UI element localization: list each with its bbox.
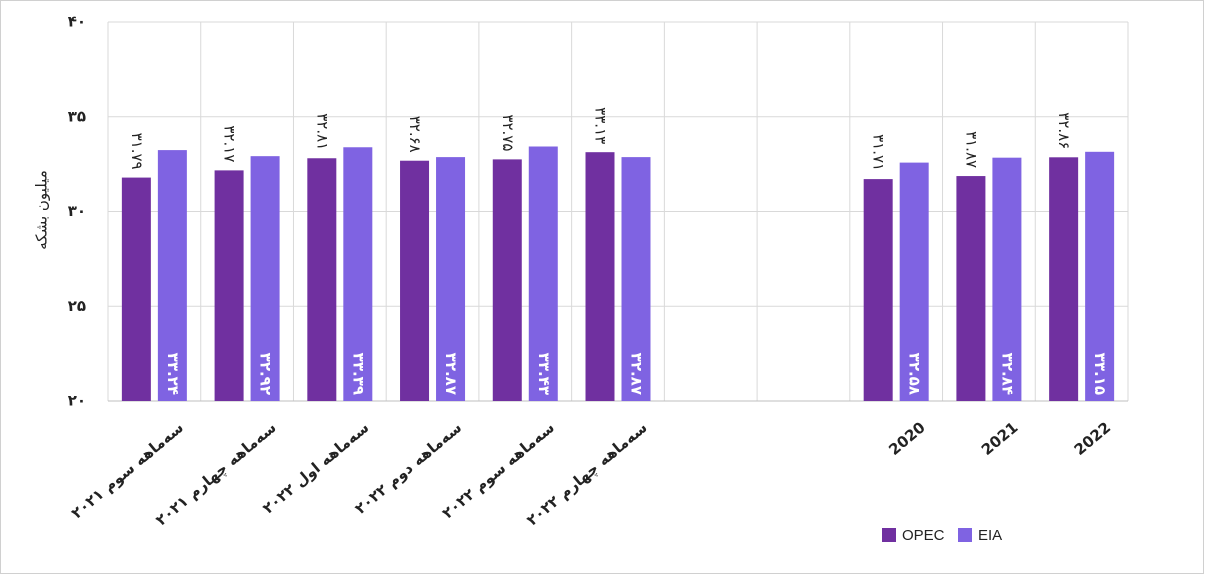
value-label: ۳۲.۱۷: [221, 125, 239, 162]
value-label: ۳۳.۳۹: [349, 353, 367, 395]
bar: [214, 170, 244, 401]
value-label: ۳۱.۷۹: [128, 133, 146, 170]
y-tick-label: ۲۰: [68, 392, 86, 410]
bar: [621, 157, 651, 401]
legend-label: EIA: [978, 527, 1002, 544]
y-tick-label: ۲۵: [68, 297, 86, 315]
bar: [956, 176, 986, 401]
bar: [1049, 157, 1079, 401]
bar: [343, 147, 373, 401]
legend-swatch: [958, 528, 972, 542]
y-tick-label: ۴۰: [68, 13, 86, 31]
bar: [528, 146, 558, 401]
bar: [121, 177, 151, 401]
value-label: ۳۲.۶۸: [406, 116, 424, 153]
bar: [436, 157, 466, 401]
bar: [899, 162, 929, 401]
y-tick-label: ۳۵: [68, 107, 86, 125]
y-axis-title: میلیون بشکه: [33, 170, 51, 249]
value-label: ۳۲.۸۱: [313, 113, 331, 150]
value-label: ۳۲.۵۸: [906, 353, 924, 395]
value-label: ۳۱.۸۷: [962, 131, 980, 168]
legend-swatch: [882, 528, 896, 542]
bar: [157, 150, 187, 401]
bar: [1085, 151, 1115, 401]
value-label: ۳۲.۸۷: [442, 353, 460, 395]
value-label: ۳۲.۸۴: [998, 353, 1016, 395]
value-label: ۳۲.۸۶: [1055, 112, 1073, 149]
bar: [400, 160, 430, 401]
value-label: ۳۲.۹۲: [257, 353, 275, 395]
bar: [307, 158, 337, 401]
bar: [250, 156, 280, 401]
bar: [492, 159, 522, 401]
value-label: ۳۳.۱۳: [592, 107, 610, 144]
value-label: ۳۲.۸۷: [628, 353, 646, 395]
bar: [992, 157, 1022, 401]
value-label: ۳۳.۲۴: [164, 353, 182, 395]
legend-label: OPEC: [902, 527, 945, 544]
bar: [863, 179, 893, 401]
value-label: ۳۳.۴۳: [535, 353, 553, 395]
y-tick-label: ۳۰: [68, 202, 86, 220]
value-label: ۳۲.۷۵: [499, 114, 517, 151]
value-label: ۳۳.۱۵: [1091, 353, 1109, 395]
value-label: ۳۱.۷۱: [870, 134, 888, 171]
bar: [585, 152, 615, 401]
